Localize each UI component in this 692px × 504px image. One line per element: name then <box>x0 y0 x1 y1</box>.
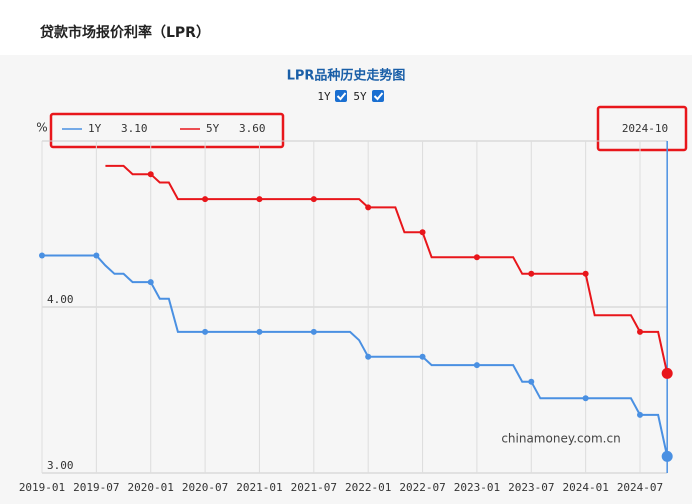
legend-value: 3.10 <box>121 122 148 135</box>
x-tick-label: 2021-07 <box>291 481 337 494</box>
check-icon <box>373 92 384 101</box>
legend-value: 3.60 <box>239 122 266 135</box>
y-tick-label: 4.00 <box>47 293 74 306</box>
data-point <box>365 204 372 211</box>
checkbox[interactable] <box>335 90 347 102</box>
y-unit: % <box>36 121 47 135</box>
chart-title: LPR品种历史走势图 <box>287 68 406 84</box>
data-point <box>39 252 45 259</box>
legend-label: 5Y <box>206 122 220 135</box>
legend-label: 1Y <box>88 122 102 135</box>
data-point <box>661 367 673 379</box>
data-point <box>147 279 154 286</box>
x-tick-label: 2020-07 <box>182 481 228 494</box>
page-title: 贷款市场报价利率（LPR） <box>40 24 210 41</box>
data-point <box>202 196 209 203</box>
x-tick-label: 2024-01 <box>562 481 608 494</box>
data-point <box>365 353 372 360</box>
x-tick-label: 2019-07 <box>73 481 119 494</box>
x-tick-label: 2021-01 <box>236 481 282 494</box>
data-point <box>419 353 426 360</box>
data-point <box>310 328 317 335</box>
checkbox[interactable] <box>372 90 384 102</box>
data-point <box>582 395 589 402</box>
data-point <box>637 411 643 418</box>
data-point <box>147 171 154 178</box>
data-point <box>202 328 209 335</box>
data-point <box>419 229 426 236</box>
x-tick-label: 2019-01 <box>19 481 65 494</box>
toggle-label: 5Y <box>353 90 367 103</box>
data-point <box>473 254 480 261</box>
check-icon <box>336 92 347 101</box>
watermark: chinamoney.com.cn <box>501 432 620 446</box>
data-point <box>256 196 263 203</box>
x-tick-label: 2020-01 <box>128 481 174 494</box>
chart-background <box>0 55 692 504</box>
x-tick-label: 2023-07 <box>508 481 554 494</box>
data-point <box>637 328 643 335</box>
data-point <box>256 328 263 335</box>
data-point <box>528 270 535 277</box>
series-line <box>42 254 669 457</box>
series-line <box>105 164 669 374</box>
data-point <box>661 450 673 462</box>
data-point <box>528 378 535 385</box>
x-tick-label: 2022-01 <box>345 481 391 494</box>
y-tick-label: 3.00 <box>47 459 74 472</box>
x-tick-label: 2024-07 <box>617 481 663 494</box>
data-point <box>582 270 589 277</box>
highlight-box <box>596 105 688 152</box>
highlight-box <box>49 112 285 149</box>
data-point <box>93 252 100 259</box>
data-point <box>473 362 480 369</box>
toggle-label: 1Y <box>317 90 331 103</box>
cursor-label: 2024-10 <box>622 122 668 135</box>
data-point <box>310 196 317 203</box>
x-tick-label: 2022-07 <box>399 481 445 494</box>
x-tick-label: 2023-01 <box>454 481 500 494</box>
